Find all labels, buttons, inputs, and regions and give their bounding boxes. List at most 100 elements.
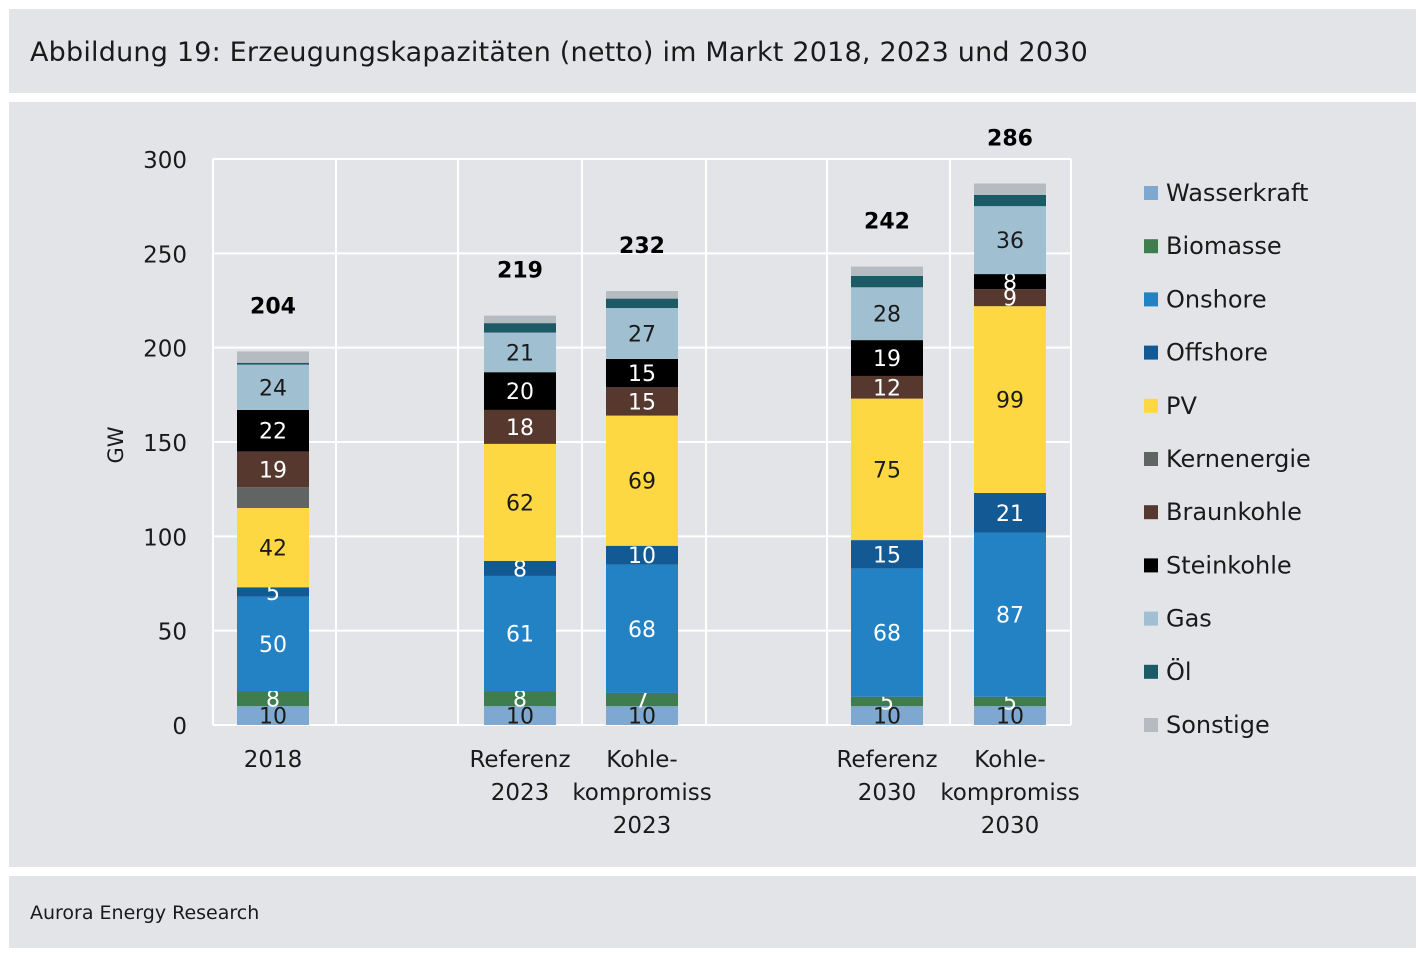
bar-segment-biomasse [974,696,1046,707]
y-tick-label: 250 [143,242,187,268]
data-label: 75 [873,458,901,483]
bar-segment-sonstige [237,351,309,363]
total-label: 232 [619,234,665,259]
bar-segment-braunkohle [851,375,923,399]
total-label: 242 [864,210,910,235]
x-tick-label: 2023 [613,813,672,839]
bar-segment-offshore [237,587,309,597]
legend-label: Biomasse [1166,232,1282,260]
data-label: 10 [506,705,534,730]
data-label: 10 [996,705,1024,730]
bar-segment-onshore [974,532,1046,697]
bar-segment-biomasse [606,692,678,707]
chart-title: Abbildung 19: Erzeugungskapazitäten (net… [30,37,1089,68]
bar-segment-wasserkraft [851,706,923,725]
total-label: 219 [497,259,543,284]
source-note: Aurora Energy Research [30,902,260,924]
x-tick-label: 2030 [858,780,917,806]
legend-label: Gas [1166,605,1212,633]
legend-swatch [1144,718,1158,732]
x-tick-label: 2030 [981,813,1040,839]
data-label: 62 [506,491,534,516]
data-label: 19 [259,458,287,483]
bar-segment-onshore [237,596,309,692]
data-label: 15 [873,543,901,568]
data-label: 69 [628,470,656,495]
legend-swatch [1144,558,1158,573]
bar-segment-pv [851,398,923,541]
bar-segment-biomasse [851,696,923,707]
bar-segment-öl [484,323,556,333]
y-tick-label: 100 [143,525,187,551]
legend-label: Kernenergie [1166,445,1311,473]
bar-segment-gas [606,308,678,359]
bar-segment-sonstige [851,266,923,276]
data-label: 18 [506,416,534,441]
legend-swatch [1144,292,1158,307]
legend-label: PV [1166,392,1197,420]
x-tick-label: Kohle- [974,747,1045,773]
bar-segment-biomasse [237,691,309,707]
data-label: 8 [513,688,527,713]
data-label: 68 [628,618,656,643]
x-tick-label: Referenz [836,747,937,773]
x-tick-label: kompromiss [572,780,711,806]
data-label: 27 [628,323,656,348]
bar-segment-steinkohle [974,274,1046,290]
data-label: 36 [996,229,1024,254]
bar-segment-steinkohle [606,358,678,388]
data-label: 8 [266,688,280,713]
data-label: 12 [873,376,901,401]
bar-segment-offshore [974,492,1046,533]
bar-segment-braunkohle [606,387,678,416]
bar-segment-steinkohle [851,340,923,376]
x-tick-label: kompromiss [940,780,1079,806]
data-label: 8 [513,557,527,582]
data-label: 15 [628,390,656,415]
bar-segment-braunkohle [484,409,556,444]
title-panel: Abbildung 19: Erzeugungskapazitäten (net… [9,9,1416,93]
bar-segment-steinkohle [237,409,309,452]
data-label: 28 [873,303,901,328]
bar-segment-sonstige [484,315,556,324]
bar-segment-öl [606,298,678,309]
legend-swatch [1144,239,1158,254]
bar-segment-steinkohle [484,372,556,410]
y-tick-label: 50 [158,620,187,646]
bar-segment-offshore [851,540,923,569]
data-label: 10 [259,705,287,730]
bar-segment-pv [974,306,1046,493]
legend-swatch [1144,345,1158,360]
bar-segment-öl [851,275,923,288]
bar-segment-wasserkraft [237,706,309,725]
stacked-bar-chart: 050100150200250300GW10850542192224204201… [104,127,1311,839]
data-label: 42 [259,537,287,562]
data-label: 19 [873,347,901,372]
data-label: 21 [506,341,534,366]
bar-segment-gas [851,287,923,341]
bar-segment-pv [237,508,309,588]
data-label: 22 [259,420,287,445]
bar-segment-öl [974,194,1046,207]
source-panel: Aurora Energy Research [9,876,1416,948]
data-label: 87 [996,604,1024,629]
y-tick-label: 200 [143,337,187,363]
y-tick-label: 0 [172,714,187,740]
bar-segment-sonstige [606,291,678,299]
bar-segment-pv [484,443,556,561]
legend-label: Öl [1166,657,1192,686]
data-label: 10 [628,544,656,569]
legend-swatch [1144,611,1158,626]
bar-segment-braunkohle [974,289,1046,307]
bar-segment-onshore [606,564,678,693]
data-label: 61 [506,622,534,647]
bar-segment-kernenergie [237,487,309,509]
bar-segment-gas [974,206,1046,275]
chart-panel: 0 50 100 150 200 250 300 GW 10 8 50 5 42 19 22 24 204 201… [9,102,1416,867]
legend-swatch [1144,186,1158,200]
bar-segment-pv [606,415,678,546]
bar-segment-wasserkraft [606,706,678,725]
legend-label: Wasserkraft [1166,179,1308,207]
data-label: 50 [259,633,287,658]
y-tick-label: 300 [143,148,187,174]
